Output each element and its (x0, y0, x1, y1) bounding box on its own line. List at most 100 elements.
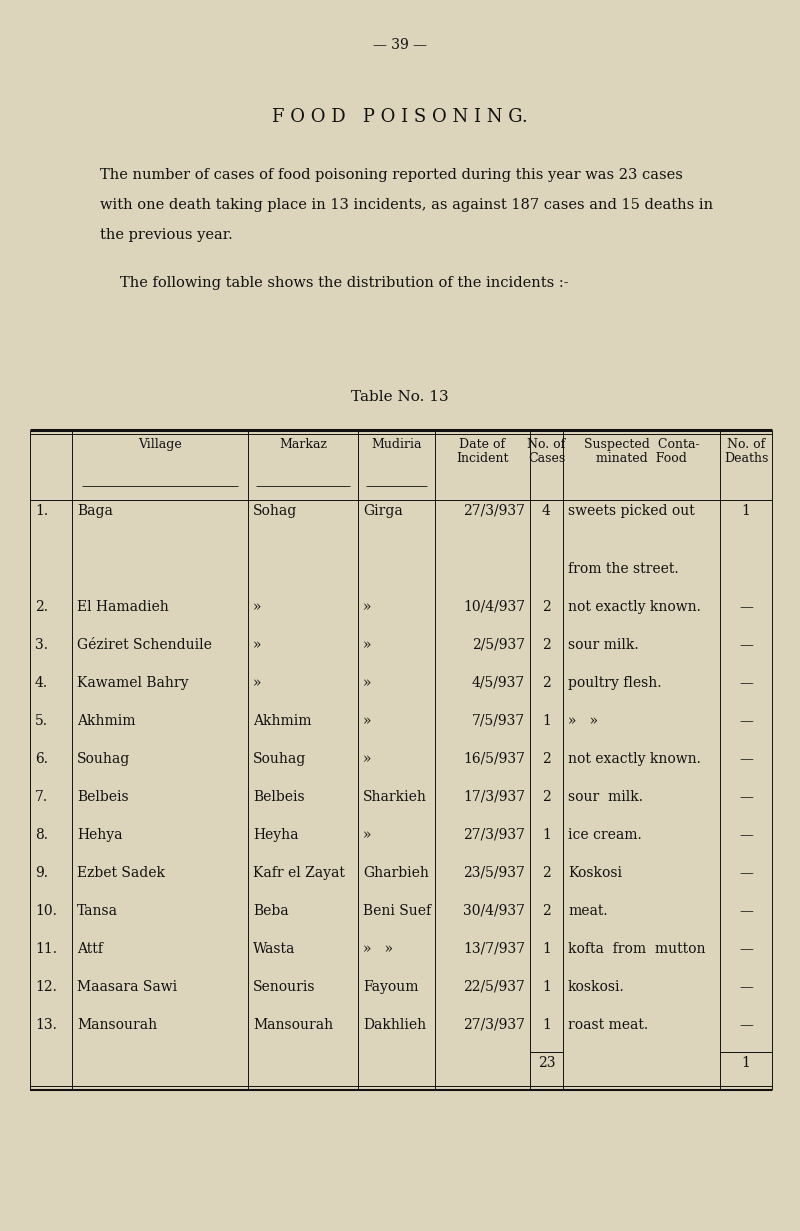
Text: Heyha: Heyha (253, 828, 298, 842)
Text: The number of cases of food poisoning reported during this year was 23 cases: The number of cases of food poisoning re… (100, 167, 683, 182)
Text: Akhmim: Akhmim (253, 714, 311, 728)
Text: minated  Food: minated Food (596, 452, 687, 465)
Text: Akhmim: Akhmim (77, 714, 135, 728)
Text: »: » (253, 599, 262, 614)
Text: 13/7/937: 13/7/937 (463, 942, 525, 956)
Text: 27/3/937: 27/3/937 (463, 828, 525, 842)
Text: 2: 2 (542, 599, 551, 614)
Text: Deaths: Deaths (724, 452, 768, 465)
Text: 10.: 10. (35, 904, 57, 918)
Text: 13.: 13. (35, 1018, 57, 1032)
Text: 2: 2 (542, 865, 551, 880)
Text: The following table shows the distribution of the incidents :-: The following table shows the distributi… (120, 276, 569, 291)
Text: Sharkieh: Sharkieh (363, 790, 427, 804)
Text: Hehya: Hehya (77, 828, 122, 842)
Text: Mansourah: Mansourah (77, 1018, 157, 1032)
Text: »: » (253, 676, 262, 691)
Text: —: — (739, 599, 753, 614)
Text: —: — (739, 904, 753, 918)
Text: the previous year.: the previous year. (100, 228, 233, 243)
Text: Belbeis: Belbeis (77, 790, 129, 804)
Text: 1: 1 (542, 1018, 551, 1032)
Text: 3.: 3. (35, 638, 48, 652)
Text: »: » (363, 638, 371, 652)
Text: 22/5/937: 22/5/937 (463, 980, 525, 993)
Text: 7/5/937: 7/5/937 (472, 714, 525, 728)
Text: Beba: Beba (253, 904, 289, 918)
Text: Baga: Baga (77, 503, 113, 518)
Text: F O O D   P O I S O N I N G.: F O O D P O I S O N I N G. (272, 108, 528, 126)
Text: Mansourah: Mansourah (253, 1018, 333, 1032)
Text: Fayoum: Fayoum (363, 980, 418, 993)
Text: 17/3/937: 17/3/937 (463, 790, 525, 804)
Text: 23/5/937: 23/5/937 (463, 865, 525, 880)
Text: »: » (363, 599, 371, 614)
Text: —: — (739, 865, 753, 880)
Text: »: » (253, 638, 262, 652)
Text: Gharbieh: Gharbieh (363, 865, 429, 880)
Text: Suspected  Conta-: Suspected Conta- (584, 438, 699, 451)
Text: 4/5/937: 4/5/937 (472, 676, 525, 691)
Text: 1: 1 (542, 714, 551, 728)
Text: 2: 2 (542, 638, 551, 652)
Text: Belbeis: Belbeis (253, 790, 305, 804)
Text: roast meat.: roast meat. (568, 1018, 648, 1032)
Text: Girga: Girga (363, 503, 402, 518)
Text: —: — (739, 828, 753, 842)
Text: 10/4/937: 10/4/937 (463, 599, 525, 614)
Text: 2/5/937: 2/5/937 (472, 638, 525, 652)
Text: with one death taking place in 13 incidents, as against 187 cases and 15 deaths : with one death taking place in 13 incide… (100, 198, 713, 212)
Text: meat.: meat. (568, 904, 608, 918)
Text: »   »: » » (363, 942, 393, 956)
Text: 23: 23 (538, 1056, 555, 1070)
Text: Tansa: Tansa (77, 904, 118, 918)
Text: Sohag: Sohag (253, 503, 298, 518)
Text: Souhag: Souhag (77, 752, 130, 766)
Text: poultry flesh.: poultry flesh. (568, 676, 662, 691)
Text: —: — (739, 980, 753, 993)
Text: kofta  from  mutton: kofta from mutton (568, 942, 706, 956)
Text: 30/4/937: 30/4/937 (463, 904, 525, 918)
Text: 5.: 5. (35, 714, 48, 728)
Text: Kawamel Bahry: Kawamel Bahry (77, 676, 189, 691)
Text: Cases: Cases (528, 452, 565, 465)
Text: Ezbet Sadek: Ezbet Sadek (77, 865, 165, 880)
Text: ice cream.: ice cream. (568, 828, 642, 842)
Text: 2: 2 (542, 752, 551, 766)
Text: — 39 —: — 39 — (373, 38, 427, 52)
Text: 8.: 8. (35, 828, 48, 842)
Text: Table No. 13: Table No. 13 (351, 390, 449, 404)
Text: sour milk.: sour milk. (568, 638, 638, 652)
Text: Incident: Incident (456, 452, 509, 465)
Text: Géziret Schenduile: Géziret Schenduile (77, 638, 212, 652)
Text: 2: 2 (542, 676, 551, 691)
Text: 2: 2 (542, 790, 551, 804)
Text: —: — (739, 752, 753, 766)
Text: »   »: » » (568, 714, 598, 728)
Text: Markaz: Markaz (279, 438, 327, 451)
Text: 27/3/937: 27/3/937 (463, 1018, 525, 1032)
Text: »: » (363, 752, 371, 766)
Text: El Hamadieh: El Hamadieh (77, 599, 169, 614)
Text: not exactly known.: not exactly known. (568, 599, 701, 614)
Text: Kafr el Zayat: Kafr el Zayat (253, 865, 345, 880)
Text: No. of: No. of (727, 438, 765, 451)
Text: 1: 1 (542, 828, 551, 842)
Text: Souhag: Souhag (253, 752, 306, 766)
Text: 1: 1 (742, 503, 750, 518)
Text: sour  milk.: sour milk. (568, 790, 643, 804)
Text: No. of: No. of (527, 438, 566, 451)
Text: koskosi.: koskosi. (568, 980, 625, 993)
Text: Village: Village (138, 438, 182, 451)
Text: 11.: 11. (35, 942, 57, 956)
Text: —: — (739, 638, 753, 652)
Text: 9.: 9. (35, 865, 48, 880)
Text: 6.: 6. (35, 752, 48, 766)
Text: not exactly known.: not exactly known. (568, 752, 701, 766)
Text: Wasta: Wasta (253, 942, 295, 956)
Text: »: » (363, 676, 371, 691)
Text: 2: 2 (542, 904, 551, 918)
Text: 27/3/937: 27/3/937 (463, 503, 525, 518)
Text: Beni Suef: Beni Suef (363, 904, 431, 918)
Text: Date of: Date of (459, 438, 506, 451)
